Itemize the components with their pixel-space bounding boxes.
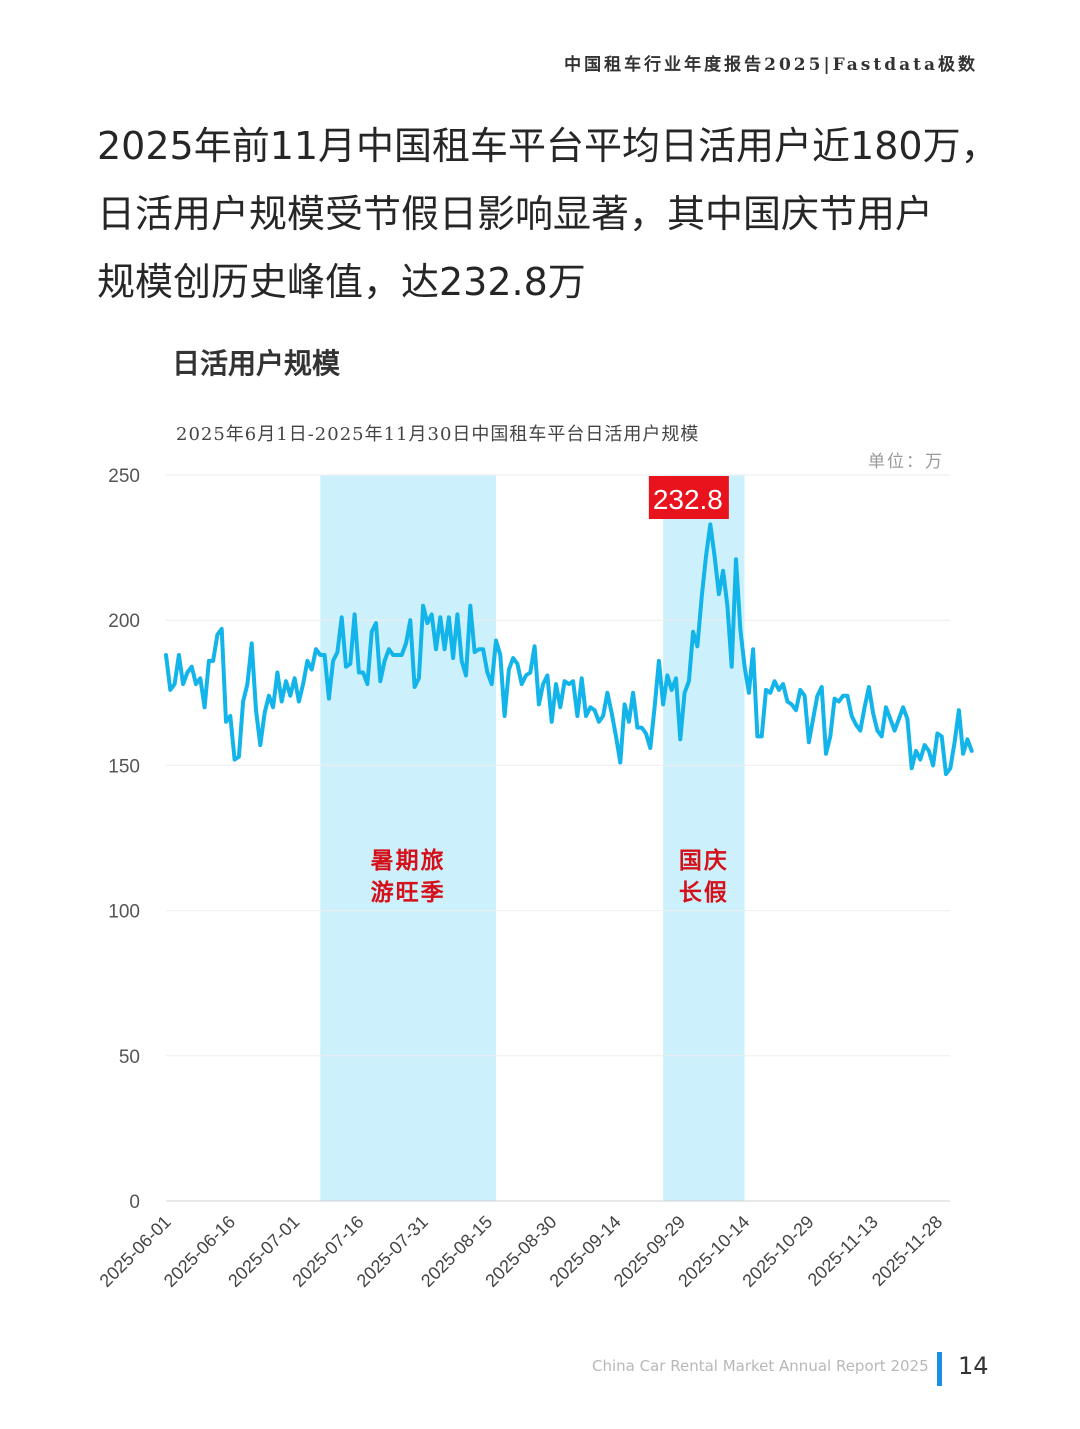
highlight-label: 游旺季: [371, 879, 446, 906]
highlight-label: 暑期旅: [371, 847, 446, 874]
highlight-label: 国庆: [679, 847, 729, 874]
y-tick-label: 100: [108, 902, 140, 923]
section-title: 日活用户规模: [172, 347, 341, 380]
highlight-label: 长假: [679, 879, 729, 906]
y-tick-label: 150: [108, 756, 140, 777]
y-tick-label: 0: [129, 1192, 140, 1213]
y-tick-label: 200: [108, 611, 140, 632]
y-tick-label: 250: [108, 466, 140, 487]
headline: 2025年前11月中国租车平台平均日活用户近180万， 日活用户规模受节假日影响…: [97, 112, 999, 316]
highlight-band: [320, 475, 496, 1201]
headline-line: 规模创历史峰值，达232.8万: [97, 260, 586, 304]
highlight-band: [663, 475, 745, 1201]
headline-line: 日活用户规模受节假日影响显著，其中国庆节用户: [97, 192, 934, 236]
page-number: 14: [958, 1352, 989, 1380]
series-line: [164, 522, 974, 777]
footer-report-name: China Car Rental Market Annual Report 20…: [592, 1357, 929, 1375]
headline-line: 2025年前11月中国租车平台平均日活用户近180万，: [97, 124, 999, 168]
y-tick-label: 50: [119, 1047, 140, 1068]
line-chart: 0501001502002502025-06-012025-06-162025-…: [96, 466, 974, 1291]
peak-label: 232.8: [653, 484, 723, 515]
peak-label-box: [648, 476, 729, 519]
chart-unit: 单位：万: [868, 452, 944, 472]
chart-title: 2025年6月1日-2025年11月30日中国租车平台日活用户规模: [176, 424, 700, 445]
footer-accent-bar: [937, 1352, 942, 1386]
header-brand: 中国租车行业年度报告2025|Fastdata极数: [564, 55, 978, 75]
x-tick-label: 2025-11-28: [868, 1212, 946, 1290]
